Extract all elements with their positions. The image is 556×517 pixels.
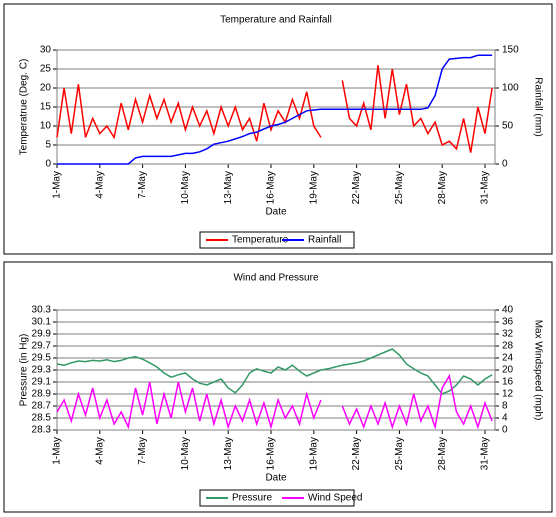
y2-tick-label: 20	[502, 365, 514, 376]
line-1	[57, 54, 493, 165]
y-tick-label: 29.9	[32, 329, 52, 340]
y2-tick-label: 0	[502, 159, 508, 170]
x-tick-label: 13-May	[223, 437, 234, 470]
x-tick-label: 4-May	[94, 171, 105, 199]
chart-title: Wind and Pressure	[233, 273, 318, 284]
x-tick-label: 10-May	[180, 437, 191, 470]
y-tick-label: 29.3	[32, 365, 52, 376]
legend-label: Temperature	[232, 235, 289, 246]
x-tick-label: 1-May	[52, 437, 63, 465]
x-axis-label: Date	[265, 207, 287, 218]
x-tick-label: 10-May	[180, 171, 191, 204]
y-tick-label: 30	[40, 45, 52, 56]
y2-axis-label: Rainfall (mm)	[532, 77, 543, 136]
plot-area	[56, 309, 496, 431]
x-tick-label: 19-May	[308, 437, 319, 470]
legend-box	[199, 489, 355, 507]
y2-tick-label: 8	[502, 401, 508, 412]
y-tick-label: 28.3	[32, 425, 52, 436]
y-tick-label: 10	[40, 121, 52, 132]
x-tick-label: 1-May	[52, 171, 63, 199]
line-1	[56, 373, 493, 430]
y2-tick-label: 36	[502, 317, 514, 328]
y2-tick-label: 4	[502, 413, 508, 424]
plot-area	[56, 49, 496, 165]
y2-tick-label: 0	[502, 425, 508, 436]
y2-tick-label: 28	[502, 341, 514, 352]
y-tick-label: 15	[40, 102, 52, 113]
x-tick-label: 19-May	[308, 171, 319, 204]
x-tick-label: 31-May	[480, 171, 491, 204]
x-tick-label: 7-May	[137, 437, 148, 465]
x-tick-label: 16-May	[266, 437, 277, 470]
y-tick-label: 28.7	[32, 401, 52, 412]
y-tick-label: 29.7	[32, 341, 52, 352]
y-tick-label: 25	[40, 64, 52, 75]
x-tick-label: 22-May	[351, 171, 362, 204]
y2-tick-label: 24	[502, 353, 514, 364]
legend-label: Pressure	[232, 493, 272, 504]
legend-label: Rainfall	[308, 235, 341, 246]
chart-frame	[3, 261, 553, 513]
x-tick-label: 13-May	[223, 171, 234, 204]
y-tick-label: 5	[45, 140, 51, 151]
y-axis-label: Pressure (in Hg)	[19, 334, 30, 407]
y-tick-label: 29.1	[32, 377, 52, 388]
legend-label: Wind Speed	[308, 493, 362, 504]
x-tick-label: 22-May	[351, 437, 362, 470]
y2-tick-label: 150	[502, 45, 519, 56]
y-tick-label: 28.9	[32, 389, 52, 400]
y-axis-label: Temperatrue (Deg. C)	[19, 59, 30, 156]
y2-tick-label: 16	[502, 377, 514, 388]
y-tick-label: 29.5	[32, 353, 52, 364]
chart-title: Temperature and Rainfall	[220, 15, 332, 26]
y2-tick-label: 100	[502, 83, 519, 94]
line-0	[56, 348, 493, 395]
x-tick-label: 16-May	[266, 171, 277, 204]
y2-tick-label: 50	[502, 121, 514, 132]
x-tick-label: 31-May	[480, 437, 491, 470]
y-tick-label: 20	[40, 83, 52, 94]
y-tick-label: 28.5	[32, 413, 52, 424]
y2-axis-label: Max Windspeed (mph)	[532, 320, 543, 421]
y2-tick-label: 40	[502, 305, 514, 316]
y-tick-label: 0	[45, 159, 51, 170]
x-axis-label: Date	[265, 473, 287, 484]
y2-tick-label: 12	[502, 389, 514, 400]
legend-box	[199, 231, 355, 249]
x-tick-label: 25-May	[394, 437, 405, 470]
x-tick-label: 28-May	[437, 171, 448, 204]
x-tick-label: 4-May	[94, 437, 105, 465]
x-tick-label: 28-May	[437, 437, 448, 470]
x-tick-label: 7-May	[137, 171, 148, 199]
line-0	[56, 65, 493, 153]
y-tick-label: 30.1	[32, 317, 52, 328]
y-tick-label: 30.3	[32, 305, 52, 316]
x-tick-label: 25-May	[394, 171, 405, 204]
y2-tick-label: 32	[502, 329, 514, 340]
